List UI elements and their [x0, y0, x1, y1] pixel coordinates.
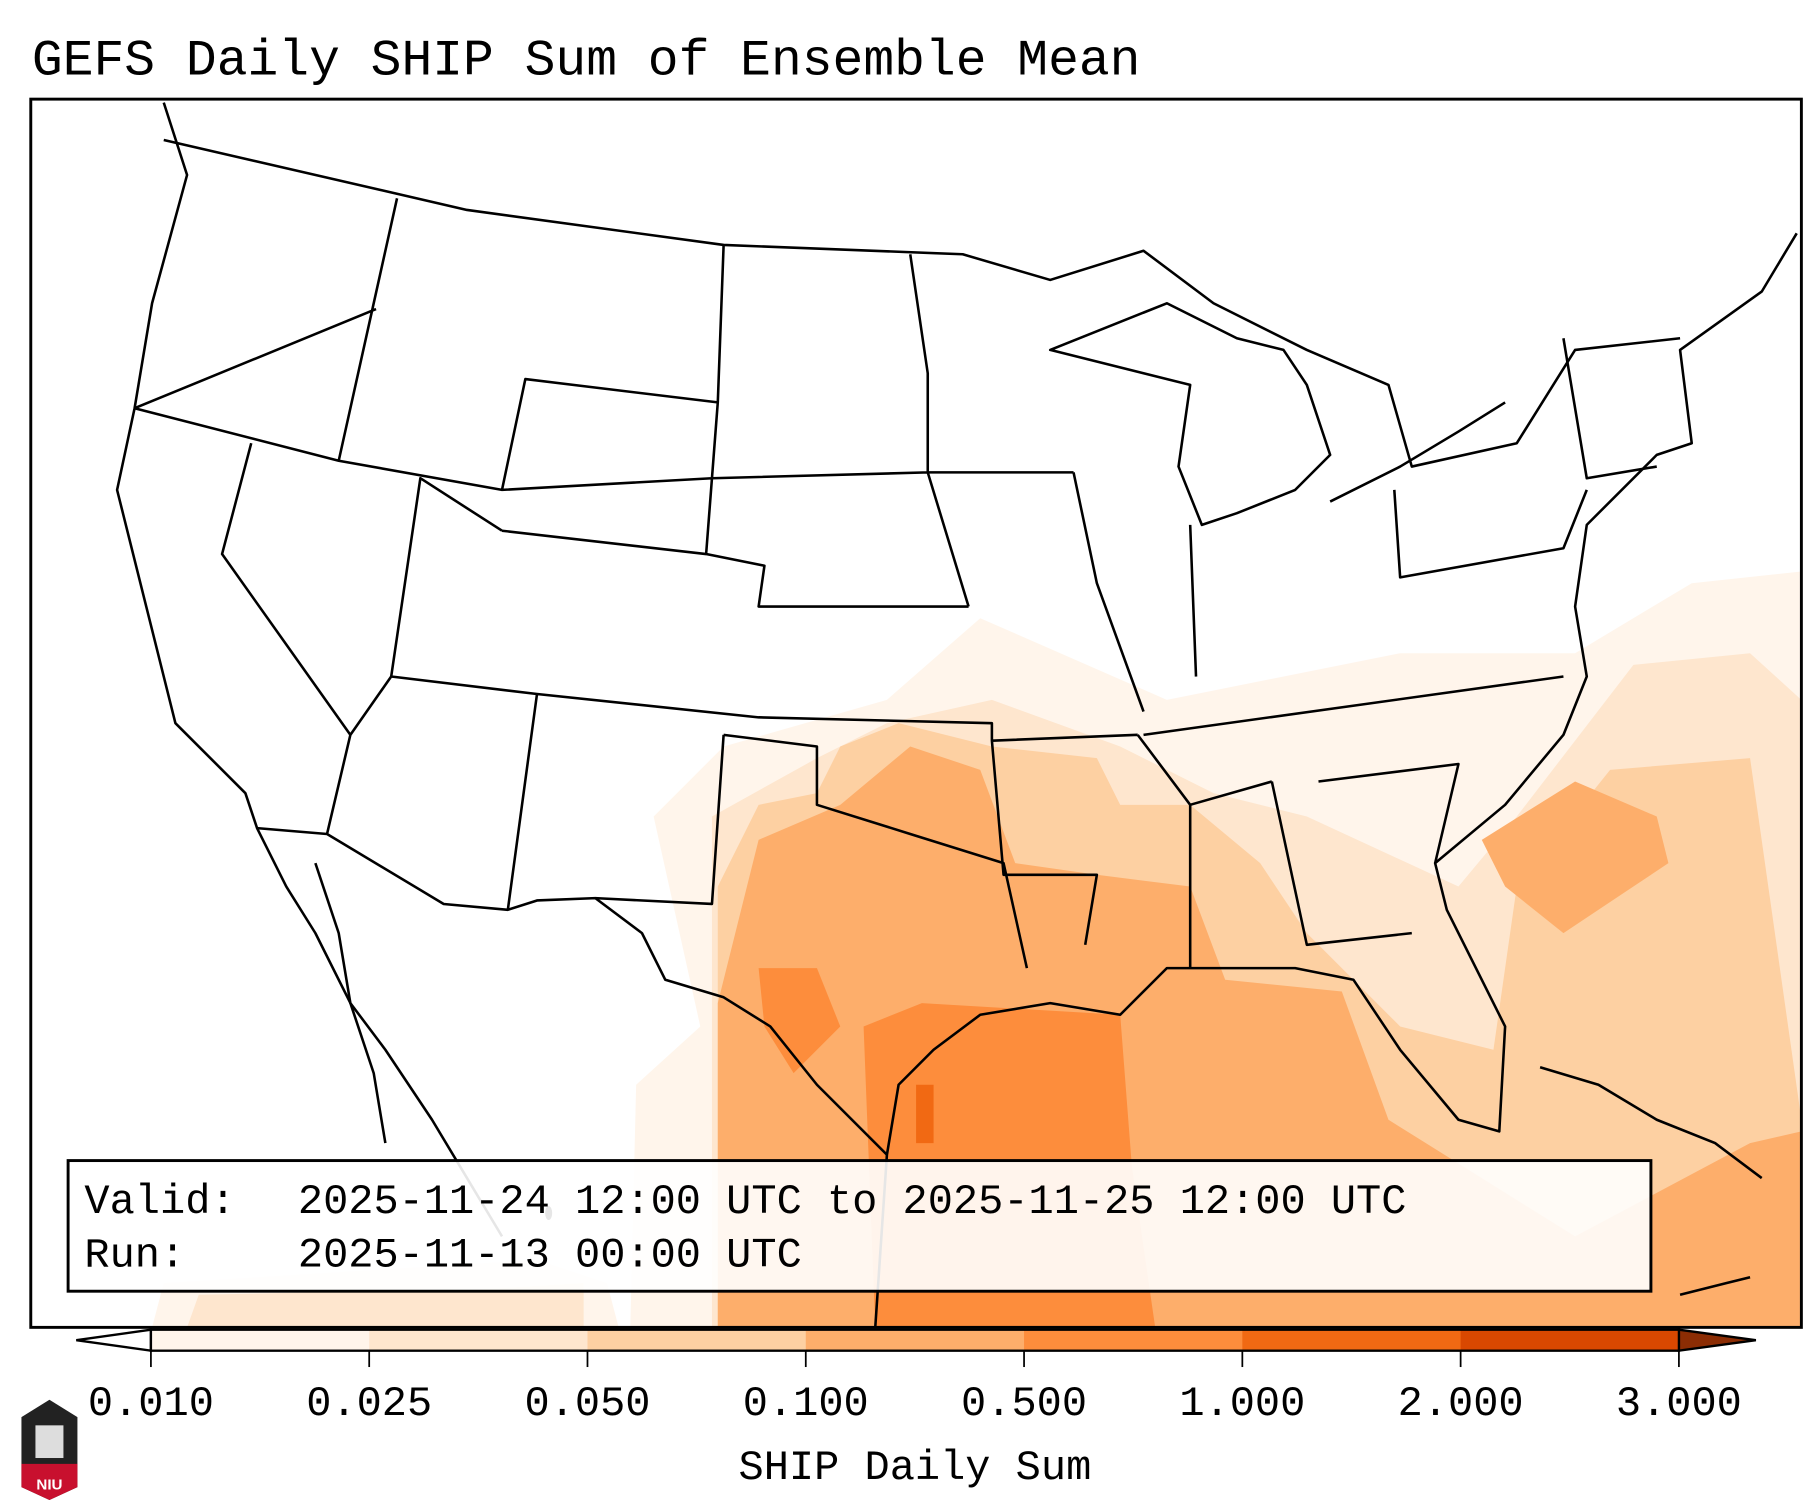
niu-logo: NIU [21, 1399, 78, 1500]
valid-label: Valid: [84, 1178, 235, 1226]
hispaniola [1679, 1275, 1751, 1296]
colorbar-tick-label: 0.500 [961, 1380, 1087, 1428]
colorbar-tick-label: 0.050 [524, 1380, 650, 1428]
lake-erie-ontario [1329, 401, 1506, 503]
logo-text: NIU [36, 1477, 62, 1494]
legend-box: Valid: 2025-11-24 12:00 UTC to 2025-11-2… [66, 1159, 1653, 1293]
cuba [1539, 1066, 1763, 1180]
colorbar-tick-label: 1.000 [1179, 1380, 1305, 1428]
colorbar-extend-high [1677, 1328, 1757, 1353]
colorbar-tick-label: 0.010 [88, 1380, 214, 1428]
map-panel: Valid: 2025-11-24 12:00 UTC to 2025-11-2… [30, 99, 1802, 1328]
great-lakes [1048, 301, 1332, 527]
colorbar-tick-label: 3.000 [1616, 1380, 1742, 1428]
colorbar-extend-low [76, 1328, 153, 1353]
colorbar-segment [587, 1329, 807, 1351]
colorbar-segment [805, 1329, 1025, 1351]
colorbar-tick-label: 0.025 [306, 1380, 432, 1428]
colorbar-tick-label: 2.000 [1398, 1380, 1524, 1428]
gulf-coast [873, 232, 1798, 1328]
colorbar: 0.010 0.025 0.050 0.100 0.500 1.000 2.000 3.000 [76, 1328, 1757, 1428]
colorbar-segment [369, 1329, 589, 1351]
state-lines [134, 198, 1657, 969]
colorbar-segment [1460, 1329, 1680, 1351]
field-level-4-atlantic [1481, 781, 1669, 934]
coastline-west [115, 102, 504, 1238]
colorbar-segment [150, 1329, 370, 1351]
baja-coast [314, 862, 387, 1144]
colorbar-segment [1242, 1329, 1462, 1351]
valid-value: 2025-11-24 12:00 UTC to 2025-11-25 12:00… [298, 1178, 1407, 1226]
map-frame [29, 97, 1803, 1329]
colorbar-outline [149, 1328, 1681, 1352]
map-title: GEFS Daily SHIP Sum of Ensemble Mean [32, 33, 1141, 91]
colorbar-segment [1024, 1329, 1243, 1351]
field-level-2-west [187, 1283, 584, 1328]
colorbar-label: SHIP Daily Sum [739, 1444, 1092, 1492]
field-level-6 [916, 1084, 934, 1144]
run-value: 2025-11-13 00:00 UTC [298, 1232, 802, 1280]
coastlines-and-borders [115, 102, 1798, 1328]
colorbar-tick-label: 0.100 [743, 1380, 869, 1428]
field-level-5-tx [758, 968, 841, 1074]
mexico-border [256, 826, 888, 1156]
run-label: Run: [84, 1232, 185, 1280]
